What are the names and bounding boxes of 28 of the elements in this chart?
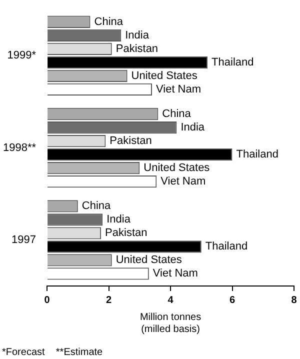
text: United States <box>144 162 210 174</box>
series-label: Thailand <box>212 56 254 68</box>
text: India <box>180 122 205 134</box>
series-label: China <box>94 16 124 28</box>
x-axis-title: Million tonnes (milled basis) <box>140 312 202 335</box>
text: United States <box>116 254 182 266</box>
text: Thailand <box>236 148 278 161</box>
y-tick-label: 1999* <box>7 50 37 62</box>
x-tick-label: 4 <box>168 294 174 306</box>
series-label: Pakistan <box>116 42 158 55</box>
text: Viet Nam <box>152 268 198 280</box>
series-label: India <box>125 29 150 42</box>
x-tick-label: 8 <box>291 294 298 306</box>
y-tick-label: 1997 <box>12 234 36 246</box>
x-tick-label: 2 <box>106 294 112 306</box>
text: Pakistan <box>110 135 152 148</box>
text: Pakistan <box>105 227 148 240</box>
text: China <box>162 108 191 120</box>
text: India <box>106 214 130 226</box>
text: Thailand <box>205 240 248 253</box>
x-tick-label: 6 <box>229 294 236 306</box>
text: Viet Nam <box>160 176 206 188</box>
x-tick-label: 0 <box>44 294 50 306</box>
text: *Forecast **Estimate <box>2 346 104 358</box>
text: China <box>82 200 111 212</box>
y-tick-label: 1998** <box>2 142 37 154</box>
series-label: Viet Nam <box>156 83 202 96</box>
series-label: United States <box>131 70 198 82</box>
